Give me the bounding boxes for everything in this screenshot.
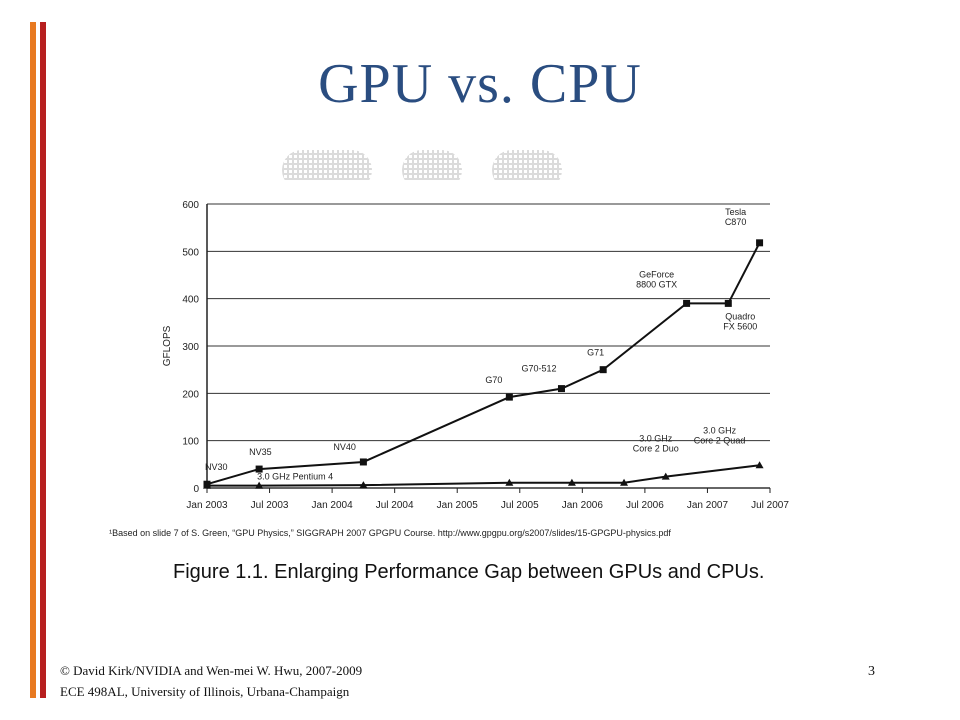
watermark-graphic [282,150,612,180]
y-tick-label: 0 [193,484,199,495]
x-tick-label: Jul 2007 [751,500,789,511]
footer-course: ECE 498AL, University of Illinois, Urban… [60,684,350,699]
chart-svg: 0 100 200 300 400 500 600 Jan 2003 Jul 2003 Jan 2… [162,200,789,511]
gpu-data-point [683,299,691,307]
gpu-point-label: G70 [485,375,502,385]
x-tick-label: Jul 2004 [376,500,414,511]
gpu-point-label: 8800 GTX [636,279,677,289]
y-tick-label: 100 [182,437,199,448]
footer-copyright: © David Kirk/NVIDIA and Wen-mei W. Hwu, … [60,663,363,678]
slide-title: GPU vs. CPU [318,53,642,115]
figure-caption: Figure 1.1. Enlarging Performance Gap be… [173,561,765,583]
x-tick-label: Jul 2006 [626,500,664,511]
gflops-chart: 0 100 200 300 400 500 600 Jan 2003 Jul 2003 Jan 2… [150,150,810,590]
x-tick-label: Jul 2003 [251,500,289,511]
gpu-data-point [599,366,607,374]
gpu-point-label: NV35 [249,447,272,457]
y-tick-label: 300 [182,342,199,353]
gpu-point-label: G70-512 [521,364,556,374]
gpu-point-label: FX 5600 [723,321,757,331]
slide-footer: © David Kirk/NVIDIA and Wen-mei W. Hwu, … [60,660,362,702]
x-tick-label: Jan 2007 [687,500,729,511]
cpu-data-point [255,481,264,489]
x-tick-label: Jan 2005 [437,500,479,511]
y-axis-label: GFLOPS [162,325,173,366]
y-tick-label: 600 [182,200,199,211]
accent-bar-red [40,22,46,698]
cpu-point-label: Core 2 Quad [694,435,746,445]
cpu-data-point [661,472,670,480]
gpu-point-label: C870 [725,217,747,227]
cpu-point-label: Core 2 Duo [633,444,679,454]
cpu-data-point [567,478,576,486]
gpu-data-point [756,239,764,247]
gpu-point-label: Tesla [725,207,746,217]
x-tick-label: Jan 2004 [312,500,354,511]
cpu-data-point [203,481,211,489]
cpu-data-point [359,481,368,489]
x-tick-label: Jul 2005 [501,500,539,511]
cpu-point-label: 3.0 GHz [703,425,737,435]
cpu-data-point [755,461,764,469]
gpu-data-point [557,385,565,393]
gpu-data-point [359,458,367,466]
gpu-point-label: GeForce [639,269,674,279]
accent-bar-orange [30,22,36,698]
cpu-data-point [620,478,629,486]
gpu-data-point [255,465,263,473]
page-number: 3 [868,664,875,679]
figure-footnote: ¹Based on slide 7 of S. Green, “GPU Phys… [109,528,671,538]
gpu-data-point [505,393,513,401]
x-tick-label: Jan 2006 [562,500,604,511]
x-tick-label: Jan 2003 [186,500,228,511]
gpu-point-label: G71 [587,348,604,358]
cpu-point-label: 3.0 GHz [639,434,673,444]
y-tick-label: 500 [182,247,199,258]
gpu-point-label: Quadro [725,311,755,321]
y-tick-label: 200 [182,389,199,400]
gpu-point-label: NV40 [333,442,356,452]
cpu-point-label: 3.0 GHz Pentium 4 [257,472,333,482]
cpu-data-point [505,478,514,486]
y-tick-label: 400 [182,295,199,306]
cpu-series-line [207,464,760,487]
gpu-data-point [724,299,732,307]
gpu-point-label: NV30 [205,462,228,472]
